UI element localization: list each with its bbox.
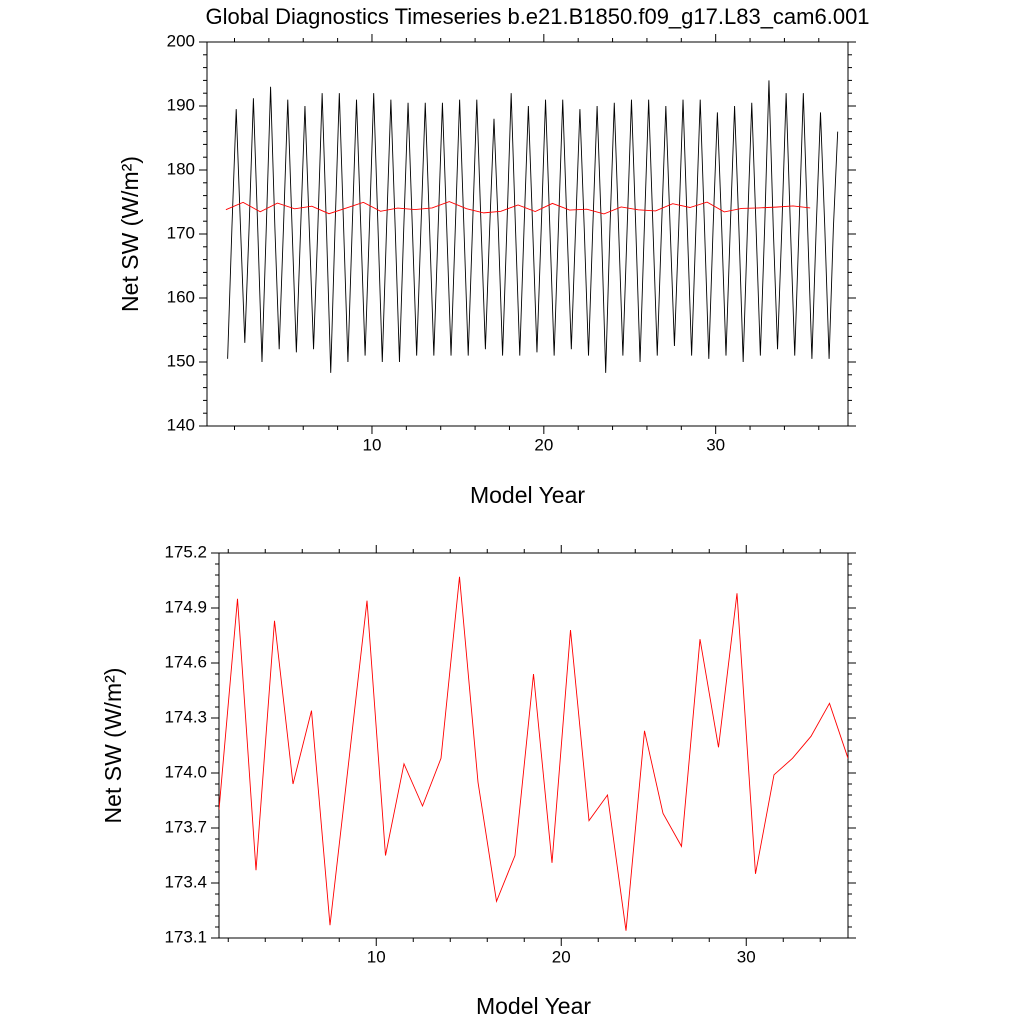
y-tick-label: 174.0 <box>164 762 207 781</box>
panel: Global Diagnostics Timeseries b.e21.B185… <box>117 4 869 508</box>
y-tick-label: 160 <box>167 287 195 306</box>
y-axis-label: Net SW (W/m²) <box>100 668 126 824</box>
plot-frame <box>218 552 849 939</box>
x-axis-label: Model Year <box>476 993 591 1019</box>
y-axis-label: Net SW (W/m²) <box>117 156 143 312</box>
y-tick-label: 180 <box>167 159 195 178</box>
x-tick-label: 20 <box>552 947 571 966</box>
x-tick-label: 30 <box>706 435 725 454</box>
y-tick-label: 173.1 <box>164 927 207 946</box>
y-tick-label: 174.3 <box>164 707 207 726</box>
x-tick-label: 20 <box>534 435 553 454</box>
y-tick-label: 173.4 <box>164 872 207 891</box>
y-tick-label: 174.6 <box>164 652 207 671</box>
x-tick-label: 10 <box>363 435 382 454</box>
y-tick-label: 140 <box>167 415 195 434</box>
y-tick-label: 150 <box>167 351 195 370</box>
y-tick-label: 200 <box>167 31 195 50</box>
y-tick-label: 190 <box>167 95 195 114</box>
x-tick-label: 10 <box>367 947 386 966</box>
data-line <box>219 576 848 931</box>
x-axis-label: Model Year <box>470 482 585 508</box>
x-tick-label: 30 <box>737 947 756 966</box>
panel: 173.1 173.4 173.7 174.0 174.3 174.6 174.9 175.2… <box>100 542 856 1019</box>
y-tick-label: 173.7 <box>164 817 207 836</box>
chart-title: Global Diagnostics Timeseries b.e21.B185… <box>205 4 869 29</box>
data-line <box>227 80 839 373</box>
y-tick-label: 170 <box>167 223 195 242</box>
data-line <box>225 201 811 215</box>
y-tick-label: 174.9 <box>164 597 207 616</box>
plot-frame <box>206 41 849 427</box>
y-tick-label: 175.2 <box>164 542 207 561</box>
